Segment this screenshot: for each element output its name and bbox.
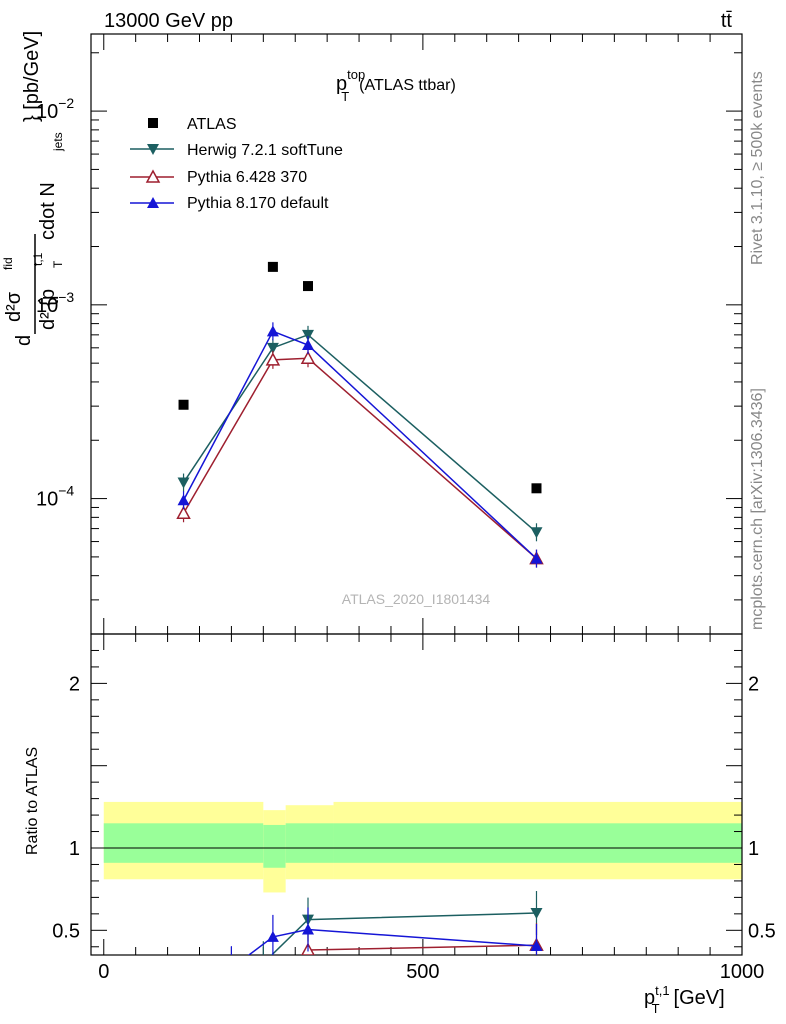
point-herwig-7-2-1-softtune: [177, 477, 190, 489]
legend-entry-herwig: Herwig 7.2.1 softTune: [130, 142, 343, 159]
point-pythia-6-428-370: [265, 352, 281, 366]
svg-text:jets: jets: [51, 132, 65, 152]
main-ylabel: d d²σ fid d² {p t,1 T cdot N jets } [pb/…: [1, 31, 65, 346]
point-atlas: [531, 483, 542, 494]
main-ytick-label: 10−3: [36, 289, 74, 317]
ratio-ytick-label-right: 0.5: [748, 920, 776, 942]
ratio-ylabel: Ratio to ATLAS: [24, 747, 41, 855]
series-atlas: [178, 261, 542, 494]
legend-marker-pythia8: [147, 197, 159, 208]
ratio-ytick-label-right: 1: [748, 838, 759, 860]
series-pythia-6-428-370: [176, 349, 544, 568]
band-inner-2: [285, 823, 334, 863]
axes: 10−2 10−3 10−4 0 500 1000 0.5 0.5 1 1 2 2: [36, 33, 776, 983]
point-herwig-7-2-1-softtune: [302, 329, 314, 341]
svg-text:d² {p: d² {p: [37, 289, 59, 330]
point-pythia-8-170-default: [530, 552, 543, 564]
band-inner-3: [333, 823, 742, 863]
svg-text:fid: fid: [1, 257, 15, 270]
header-energy: 13000 GeV pp: [104, 10, 233, 32]
point-pythia-6-428-370: [300, 350, 316, 365]
ratio-point-pythia-8-170-default: [302, 923, 314, 935]
point-pythia-8-170-default: [302, 339, 314, 351]
main-series: [176, 261, 544, 568]
legend-entry-atlas: ATLAS: [148, 116, 237, 133]
point-pythia-8-170-default: [266, 325, 279, 337]
rivet-version-text: Rivet 3.1.10, ≥ 500k events: [749, 71, 766, 265]
point-herwig-7-2-1-softtune: [266, 342, 279, 354]
main-ytick-label: 10−2: [36, 95, 74, 123]
series-line-pythia-8-170-default: [182, 330, 538, 560]
point-atlas: [178, 399, 189, 410]
series-herwig-7-2-1-softtune: [177, 325, 543, 542]
ratio-point-pythia-8-170-default: [225, 962, 237, 973]
svg-text:T: T: [51, 260, 65, 268]
ratio-uncertainty-bands: [103, 801, 742, 893]
point-atlas: [303, 281, 313, 292]
plot-title: ptop T(ATLAS ttbar): [336, 67, 456, 104]
ratio-line-herwig-7-2-1-softtune: [270, 912, 537, 955]
legend-entry-pythia6: Pythia 6.428 370: [130, 169, 307, 186]
ratio-ytick-label: 1: [69, 838, 80, 860]
legend-label-herwig: Herwig 7.2.1 softTune: [187, 142, 343, 159]
x-tick-label: 1000: [720, 961, 765, 983]
x-tick-label: 500: [406, 961, 439, 983]
ratio-line-pythia-8-170-default: [247, 928, 537, 955]
series-line-pythia-6-428-370: [182, 357, 537, 560]
ratio-line-pythia-6-428-370: [307, 944, 537, 951]
header-process: tt̄: [721, 10, 733, 32]
svg-text:d: d: [13, 335, 35, 346]
ratio-series-herwig-7-2-1-softtune: [257, 891, 543, 969]
svg-text:d²σ: d²σ: [3, 291, 25, 322]
ratio-series: [225, 891, 544, 973]
series-line-herwig-7-2-1-softtune: [182, 333, 537, 533]
legend-marker-herwig: [147, 144, 159, 155]
band-inner-1: [263, 824, 286, 868]
legend-marker-atlas: [148, 118, 158, 128]
ratio-plot-frame: [90, 633, 743, 956]
band-inner-0: [103, 823, 264, 863]
ratio-point-pythia-8-170-default: [530, 939, 543, 951]
legend-label-pythia6: Pythia 6.428 370: [187, 169, 307, 186]
svg-text:} [pb/GeV]: } [pb/GeV]: [21, 31, 43, 122]
legend-label-atlas: ATLAS: [187, 116, 237, 133]
point-pythia-6-428-370: [176, 505, 191, 520]
main-ytick-label: 10−4: [36, 483, 74, 511]
ratio-series-pythia-8-170-default: [225, 907, 543, 973]
legend-marker-pythia6: [145, 169, 161, 183]
analysis-label: ATLAS_2020_I1801434: [342, 591, 491, 607]
svg-text:cdot N: cdot N: [37, 182, 59, 240]
ratio-ytick-label-right: 2: [748, 673, 759, 695]
legend-entry-pythia8: Pythia 8.170 default: [130, 195, 329, 212]
ratio-point-herwig-7-2-1-softtune: [257, 958, 269, 969]
point-atlas: [267, 261, 278, 272]
ratio-ytick-label: 2: [69, 673, 80, 695]
x-axis-label: pt,1 T [GeV]: [644, 983, 725, 1016]
ratio-point-pythia-8-170-default: [266, 930, 279, 942]
ratio-point-herwig-7-2-1-softtune: [530, 908, 543, 920]
point-pythia-8-170-default: [177, 494, 190, 506]
ratio-ytick-label: 0.5: [52, 920, 80, 942]
legend-label-pythia8: Pythia 8.170 default: [187, 195, 329, 212]
x-tick-label: 0: [98, 961, 109, 983]
legend: ATLAS Herwig 7.2.1 softTune Pythia 6.428…: [130, 116, 343, 212]
point-herwig-7-2-1-softtune: [530, 527, 543, 539]
mcplots-reference-text: mcplots.cern.ch [arXiv:1306.3436]: [749, 388, 766, 630]
series-pythia-8-170-default: [177, 322, 543, 568]
svg-text:t,1: t,1: [31, 252, 45, 266]
